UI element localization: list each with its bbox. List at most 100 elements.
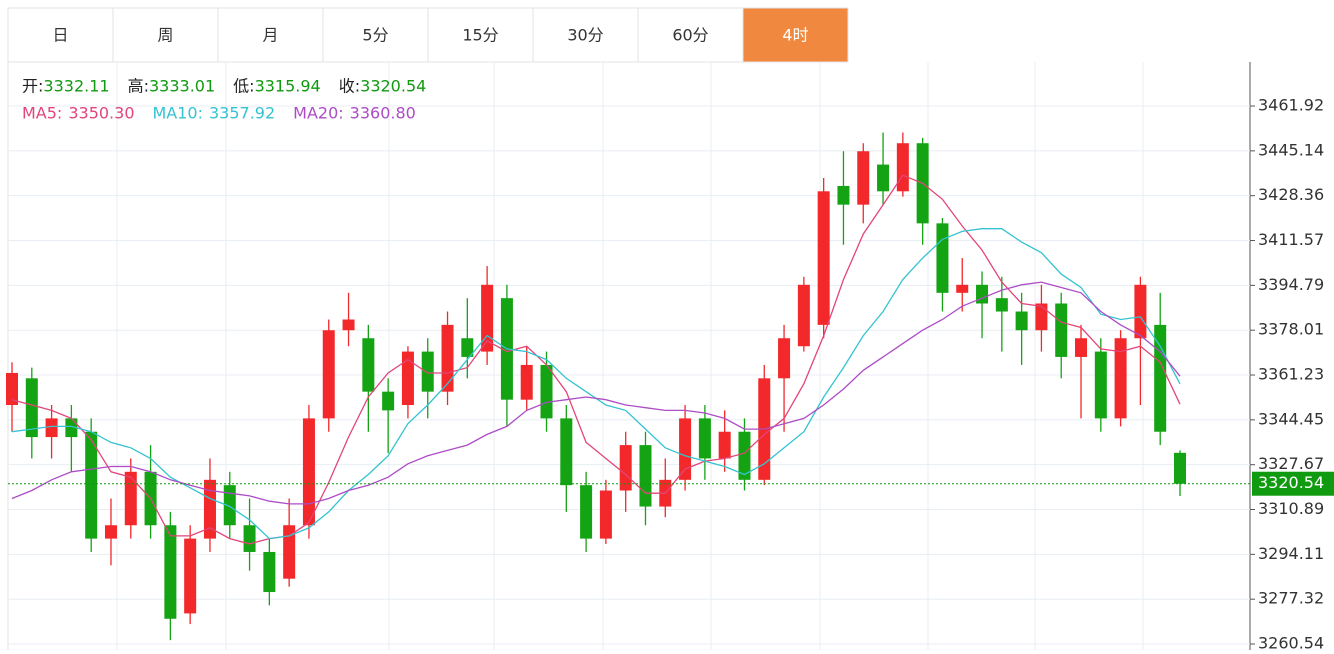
y-tick-label: 3310.89 [1258,499,1324,518]
candle-body [164,525,177,619]
tab-label[interactable]: 60分 [672,26,708,45]
candle-body [540,364,553,419]
legend-name: MA10: [153,104,204,123]
y-tick-label: 3411.57 [1258,230,1324,249]
candle-body [302,418,315,526]
candle-body [896,143,909,192]
tab[interactable] [742,7,849,63]
tab-label[interactable]: 日 [52,26,68,45]
candle-body [223,485,236,526]
y-tick-label: 3461.92 [1258,96,1324,115]
candle-body [124,471,137,526]
candle-body [520,364,533,400]
tab[interactable] [532,7,639,63]
y-tick-label: 3361.23 [1258,365,1324,384]
tab-label[interactable]: 30分 [567,26,603,45]
tab[interactable] [427,7,534,63]
candle-body [718,431,731,459]
candle-body [837,185,850,205]
candle-body [65,418,78,438]
candle-body [817,191,830,325]
candle-body [283,525,296,579]
tab[interactable] [7,7,114,63]
candle-body [382,391,395,411]
candle-body [976,284,989,304]
candle-body [45,418,58,438]
y-tick-label: 3378.01 [1258,320,1324,339]
candle-body [1055,303,1068,357]
candle-body [1015,311,1028,331]
candle-body [738,431,751,480]
candle-body [243,525,256,552]
tab-label[interactable]: 15分 [462,26,498,45]
candle-body [797,284,810,347]
candle-body [1035,303,1048,331]
tab-label[interactable]: 周 [157,26,173,45]
legend-name: MA20: [293,104,344,123]
candle-body [461,338,474,357]
tab-label[interactable]: 月 [262,26,278,45]
y-tick-label: 3394.79 [1258,275,1324,294]
y-tick-label: 3344.45 [1258,409,1324,428]
y-tick-label: 3428.36 [1258,185,1324,204]
candle-body [401,351,414,406]
candle-body [1174,452,1186,484]
ma-line [11,174,1181,545]
ma-line [11,281,1181,505]
ohlc-label: 收: [339,77,360,96]
candle-body [1094,351,1107,419]
last-price-box [1252,471,1334,496]
candle-body [6,372,18,406]
ohlc-value: 3333.01 [149,77,215,96]
candle-body [1134,284,1147,339]
ohlc-label: 高: [128,77,149,96]
candle-body [857,151,870,205]
tab[interactable] [217,7,324,63]
candle-body [1075,338,1088,357]
candle-body [698,418,711,459]
candle-body [877,164,890,192]
candle-body [362,338,375,392]
candle-body [184,538,197,614]
legend-value: 3357.92 [209,104,275,123]
candle-body [85,431,98,539]
candle-body [421,351,434,392]
ohlc-value: 3332.11 [43,77,109,96]
ohlc-label: 开: [22,77,43,96]
legend-value: 3360.80 [350,104,416,123]
candle-body [619,445,632,491]
legend-value: 3350.30 [68,104,134,123]
candle-body [639,445,652,507]
y-tick-label: 3260.54 [1258,634,1324,650]
tab[interactable] [637,7,744,63]
y-tick-label: 3445.14 [1258,140,1324,159]
candle-body [778,338,791,379]
tab-label[interactable]: 4时 [782,26,808,45]
candle-body [936,223,949,293]
y-tick-label: 3277.32 [1258,589,1324,608]
candle-body [1114,338,1127,419]
ohlc-value: 3320.54 [360,77,426,96]
y-tick-label: 3294.11 [1258,544,1324,563]
ohlc-value: 3315.94 [255,77,321,96]
tab[interactable] [112,7,219,63]
candle-body [342,319,355,331]
ohlc-label: 低: [233,77,254,96]
candle-body [679,418,692,480]
tab-label[interactable]: 5分 [362,26,388,45]
tab[interactable] [322,7,429,63]
candle-body [481,284,494,352]
candle-body [599,490,612,539]
candle-body [580,485,593,539]
candle-body [263,551,276,593]
legend-name: MA5: [22,104,62,123]
y-tick-label: 3327.67 [1258,454,1324,473]
candle-body [560,418,573,486]
candle-body [995,298,1008,312]
candle-body [104,525,117,539]
candle-body [322,330,335,419]
candle-body [441,324,454,392]
candle-body [203,479,216,539]
candle-body [25,378,38,438]
